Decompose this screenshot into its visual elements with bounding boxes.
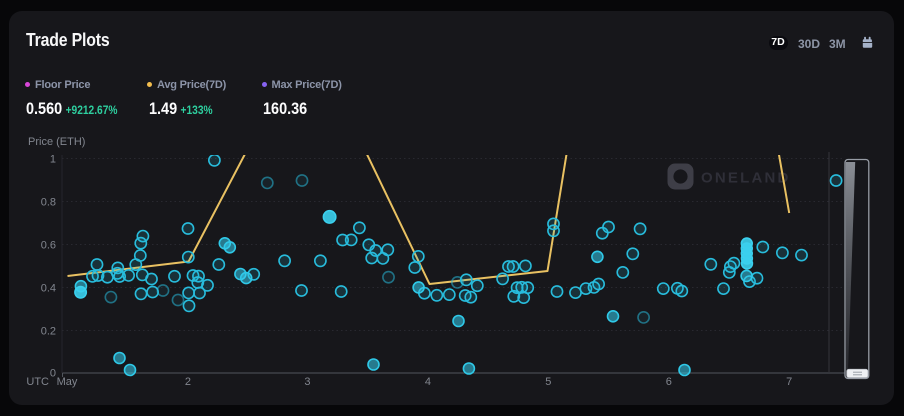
svg-text:0: 0 [50, 367, 56, 379]
svg-text:0.6: 0.6 [41, 239, 56, 251]
svg-text:3: 3 [304, 376, 310, 388]
svg-text:ONELAND: ONELAND [701, 170, 791, 187]
svg-text:0.8: 0.8 [41, 196, 56, 208]
svg-text:5: 5 [545, 376, 551, 388]
svg-text:4: 4 [425, 376, 431, 388]
svg-text:0.4: 0.4 [41, 282, 56, 294]
svg-text:Price (ETH): Price (ETH) [28, 136, 85, 148]
svg-text:7: 7 [786, 376, 792, 388]
svg-text:6: 6 [666, 376, 672, 388]
svg-text:2: 2 [185, 376, 191, 388]
svg-text:May: May [57, 376, 78, 388]
svg-text:0.2: 0.2 [41, 325, 56, 337]
svg-text:1: 1 [50, 153, 56, 165]
svg-text:UTC: UTC [26, 376, 49, 388]
